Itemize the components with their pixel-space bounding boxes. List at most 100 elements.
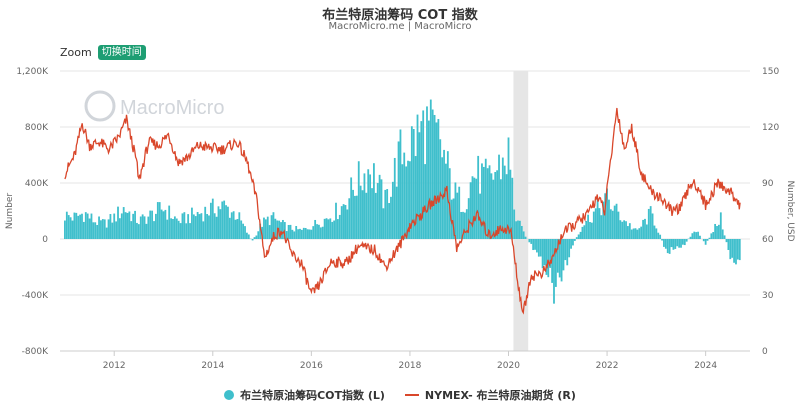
cot-bar (378, 174, 381, 239)
cot-bar (456, 192, 459, 239)
cot-bar (736, 239, 739, 260)
cot-bar (103, 219, 106, 239)
cot-bar (522, 231, 525, 239)
cot-bar (361, 190, 364, 239)
cot-bar (689, 236, 692, 239)
cot-bar (721, 229, 724, 239)
cot-bar (488, 165, 491, 239)
cot-bar (336, 219, 339, 239)
cot-bar (628, 223, 631, 239)
cot-bar (630, 229, 633, 239)
cot-bar (238, 212, 241, 239)
cot-bar (562, 239, 565, 271)
cot-bar (287, 224, 290, 239)
cot-bar (547, 239, 550, 278)
cot-bar (710, 233, 713, 239)
cot-bar (264, 219, 267, 239)
cot-bar (712, 232, 715, 239)
cot-bar (257, 231, 260, 239)
cot-bar (285, 231, 288, 239)
cot-bar (625, 221, 627, 239)
cot-bar (486, 168, 489, 239)
cot-bar (160, 209, 163, 239)
cot-bar (560, 239, 563, 282)
cot-bar (348, 198, 351, 239)
legend-item-brent[interactable]: NYMEX- 布兰特原油期货 (R) (404, 387, 576, 403)
cot-bar (299, 228, 301, 239)
cot-bar (206, 214, 208, 239)
cot-bar (149, 210, 152, 239)
cot-bar (719, 212, 722, 239)
y-right-tick-label: 0 (762, 347, 768, 357)
cot-bar (291, 229, 294, 239)
cot-bar (219, 209, 222, 239)
cot-bar (649, 206, 652, 239)
cot-bar (731, 239, 734, 258)
cot-bar (666, 239, 669, 254)
cot-bar (175, 218, 178, 239)
cot-bar (450, 199, 453, 239)
cot-bar (319, 227, 322, 239)
cot-bar (194, 216, 197, 239)
cot-bar (733, 239, 735, 263)
cot-bar (359, 185, 362, 239)
x-tick-label: 2016 (300, 361, 323, 371)
cot-bar (500, 179, 502, 239)
y-right-tick-label: 90 (762, 179, 774, 189)
cot-bar (215, 216, 218, 239)
cot-bar (702, 239, 705, 242)
cot-bar (268, 225, 271, 239)
cot-bar (84, 212, 87, 239)
cot-bar (583, 225, 586, 239)
cot-bar (541, 239, 544, 269)
cot-bar (109, 214, 112, 239)
zoom-range-button[interactable]: 切换时间 (97, 45, 146, 60)
cot-bar (228, 217, 231, 239)
cot-bar (627, 226, 629, 239)
legend-label-cot: 布兰特原油筹码COT指数 (L) (240, 389, 385, 402)
cot-bar (342, 204, 345, 239)
x-tick-label: 2014 (201, 361, 224, 371)
cot-bar (312, 226, 315, 239)
cot-bar (699, 235, 701, 239)
cot-bar (718, 224, 720, 239)
cot-bar (333, 220, 336, 239)
cot-bar (75, 212, 78, 239)
cot-bar (187, 214, 190, 239)
cot-bar (661, 239, 663, 241)
y-left-tick-label: 1,200K (16, 67, 49, 77)
cot-bar (365, 192, 368, 239)
cot-bar (545, 239, 548, 275)
y-right-tick-label: 120 (762, 123, 779, 133)
cot-bar (600, 215, 603, 239)
cot-bar (604, 193, 607, 239)
x-tick-label: 2022 (596, 361, 619, 371)
cot-bar (92, 222, 95, 239)
legend-item-cot[interactable]: 布兰特原油筹码COT指数 (L) (224, 387, 385, 403)
cot-bar (693, 231, 696, 239)
legend-label-brent: NYMEX- 布兰特原油期货 (R) (424, 389, 576, 402)
cot-bar (192, 214, 195, 239)
cot-bar (253, 237, 256, 239)
cot-bar (439, 139, 442, 239)
cot-bar (240, 220, 243, 239)
cot-bar (94, 222, 97, 239)
cot-bar (454, 182, 457, 239)
y-right-axis-title: Number, USD (785, 180, 795, 241)
cot-bar (282, 219, 284, 239)
cot-bar (738, 239, 741, 261)
cot-bar (132, 213, 135, 239)
cot-bar (82, 221, 85, 239)
cot-bar (697, 231, 699, 239)
cot-bar (424, 164, 426, 239)
cot-bar (585, 220, 588, 239)
cot-bar (513, 209, 516, 239)
cot-bar (464, 212, 466, 239)
cot-bar (613, 205, 616, 239)
cot-bar (213, 213, 216, 239)
cot-bar (221, 201, 224, 239)
cot-bar (534, 239, 536, 250)
cot-bar (335, 202, 337, 239)
cot-bar (371, 188, 373, 239)
cot-bar (422, 110, 425, 239)
